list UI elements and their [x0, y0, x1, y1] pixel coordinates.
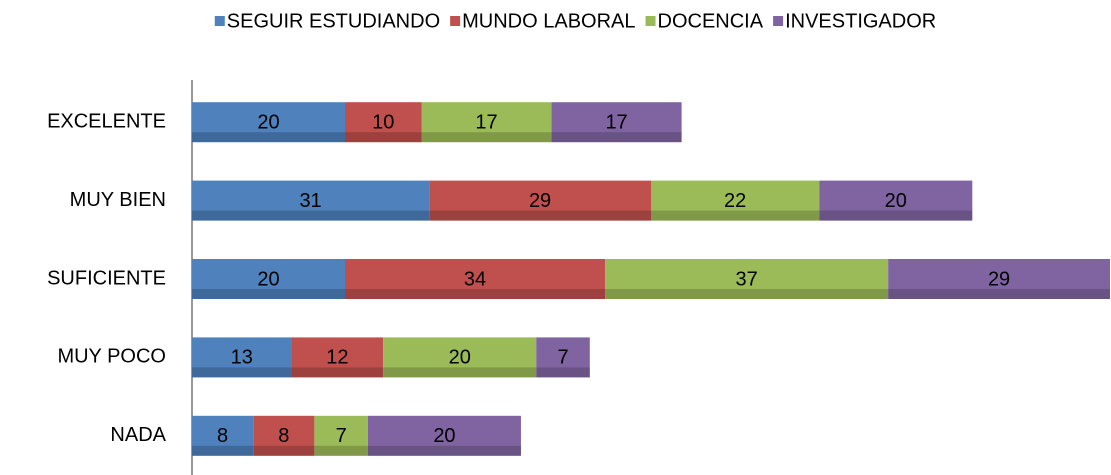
y-tick-label: MUY POCO — [57, 346, 166, 368]
bar-segment — [429, 180, 651, 221]
bar-shade — [291, 367, 384, 378]
data-label: 29 — [988, 268, 1010, 290]
bar-segment — [314, 415, 368, 456]
data-label: 20 — [449, 347, 471, 369]
bar-segment — [345, 102, 422, 143]
bar-segment — [192, 337, 292, 378]
bar-shade — [192, 132, 345, 143]
bar-shade — [314, 445, 368, 456]
bar-shade — [367, 445, 521, 456]
data-label: 12 — [326, 347, 348, 369]
data-label: 17 — [605, 111, 627, 133]
bar-segment — [192, 259, 345, 299]
bar-shade — [192, 289, 345, 299]
legend-label: MUNDO LABORAL — [462, 10, 635, 32]
legend-label: INVESTIGADOR — [785, 10, 936, 32]
data-label: 8 — [278, 425, 289, 447]
legend-swatch — [450, 16, 461, 26]
bar-shade — [253, 445, 315, 456]
data-label: 13 — [231, 347, 253, 369]
bar-segment — [421, 102, 552, 143]
bar-shade — [421, 132, 552, 143]
y-tick-label: MUY BIEN — [70, 189, 166, 211]
legend-label: DOCENCIA — [658, 10, 764, 32]
data-label: 29 — [529, 190, 551, 212]
bar-shade — [192, 445, 254, 456]
bar-segment — [819, 180, 973, 221]
bar-segment — [888, 259, 1110, 299]
data-label: 7 — [557, 347, 568, 369]
bar-segment — [536, 337, 590, 378]
data-label: 37 — [736, 268, 758, 290]
data-label: 17 — [475, 111, 497, 133]
data-label: 34 — [464, 268, 486, 290]
bar-shade — [536, 367, 590, 378]
bar-shade — [551, 132, 682, 143]
bar-shade — [192, 210, 430, 221]
bar-shade — [192, 367, 292, 378]
legend-label: SEGUIR ESTUDIANDO — [227, 10, 440, 32]
bar-segment — [651, 180, 820, 221]
data-label: 22 — [724, 190, 746, 212]
y-tick-label: NADA — [110, 424, 166, 446]
data-label: 31 — [299, 190, 321, 212]
bar-shade — [429, 210, 651, 221]
y-tick-label: EXCELENTE — [47, 110, 166, 132]
data-label: 10 — [372, 111, 394, 133]
bar-shade — [345, 289, 606, 299]
bar-segment — [551, 102, 682, 143]
data-label: 20 — [433, 425, 455, 447]
data-label: 7 — [336, 425, 347, 447]
bar-segment — [192, 102, 345, 143]
data-label: 20 — [885, 190, 907, 212]
y-tick-label: SUFICIENTE — [47, 267, 166, 289]
bar-segment — [253, 415, 315, 456]
bar-segment — [192, 180, 430, 221]
bar-segment — [383, 337, 537, 378]
bar-shade — [605, 289, 889, 299]
bar-segment — [291, 337, 384, 378]
bar-segment — [367, 415, 521, 456]
data-label: 20 — [257, 268, 279, 290]
bar-shade — [651, 210, 820, 221]
bar-segment — [192, 415, 254, 456]
data-label: 8 — [217, 425, 228, 447]
legend-swatch — [773, 16, 784, 26]
bar-segment — [345, 259, 606, 299]
bar-shade — [819, 210, 973, 221]
bar-shade — [888, 289, 1110, 299]
legend-swatch — [214, 16, 225, 26]
bar-shade — [345, 132, 422, 143]
data-label: 20 — [257, 111, 279, 133]
legend-swatch — [645, 16, 656, 26]
bar-segment — [605, 259, 889, 299]
bar-shade — [383, 367, 537, 378]
